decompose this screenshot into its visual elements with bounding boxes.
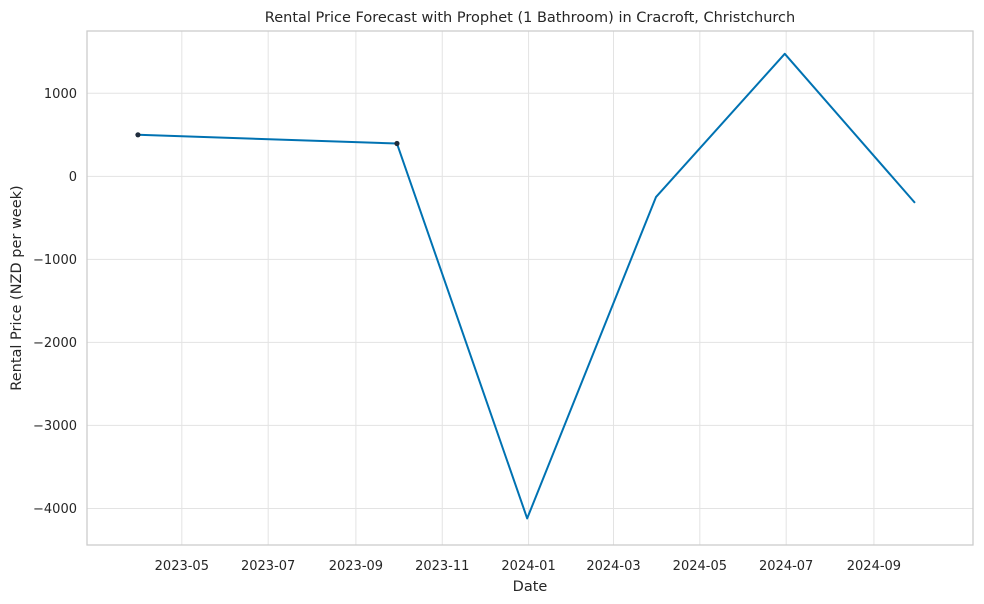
series-layer <box>135 52 916 520</box>
x-tick-label: 2024-07 <box>759 559 813 574</box>
x-tick-label: 2023-09 <box>329 559 383 574</box>
x-tick-label: 2023-07 <box>241 559 295 574</box>
x-tick-label: 2024-01 <box>501 559 555 574</box>
x-tick-label: 2023-11 <box>415 559 469 574</box>
chart-title: Rental Price Forecast with Prophet (1 Ba… <box>265 10 795 26</box>
y-tick-label: −4000 <box>33 502 77 517</box>
plot-frame <box>86 30 974 546</box>
y-tick-label: 1000 <box>44 87 77 102</box>
y-tick-label: 0 <box>69 170 77 185</box>
x-tick-label: 2023-05 <box>155 559 209 574</box>
y-tick-label: −3000 <box>33 419 77 434</box>
observed-data-point <box>394 140 400 147</box>
grid-lines <box>87 31 973 545</box>
x-axis-label: Date <box>513 579 548 595</box>
y-tick-label: −1000 <box>33 253 77 268</box>
y-tick-label: −2000 <box>33 336 77 351</box>
observed-data-point <box>135 132 141 138</box>
x-tick-label: 2024-03 <box>586 559 640 574</box>
forecast-line <box>137 52 916 520</box>
x-tick-label: 2024-05 <box>673 559 727 574</box>
y-axis-label: Rental Price (NZD per week) <box>9 185 25 390</box>
tick-labels: 2023-05 2023-07 2023-09 2023-11 2024-01 2024-… <box>33 87 901 574</box>
x-tick-label: 2024-09 <box>847 559 901 574</box>
